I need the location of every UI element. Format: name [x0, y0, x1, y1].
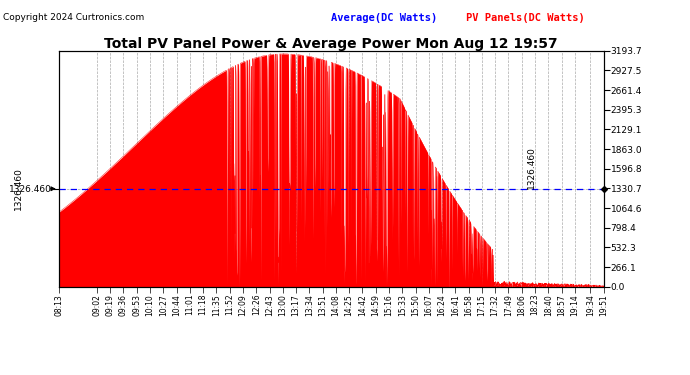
Text: 1326.460: 1326.460: [527, 146, 536, 189]
Title: Total PV Panel Power & Average Power Mon Aug 12 19:57: Total PV Panel Power & Average Power Mon…: [104, 37, 558, 51]
Text: Copyright 2024 Curtronics.com: Copyright 2024 Curtronics.com: [3, 13, 145, 22]
Text: PV Panels(DC Watts): PV Panels(DC Watts): [466, 13, 584, 23]
Text: Average(DC Watts): Average(DC Watts): [331, 13, 437, 23]
Text: 1326.460: 1326.460: [14, 167, 23, 210]
